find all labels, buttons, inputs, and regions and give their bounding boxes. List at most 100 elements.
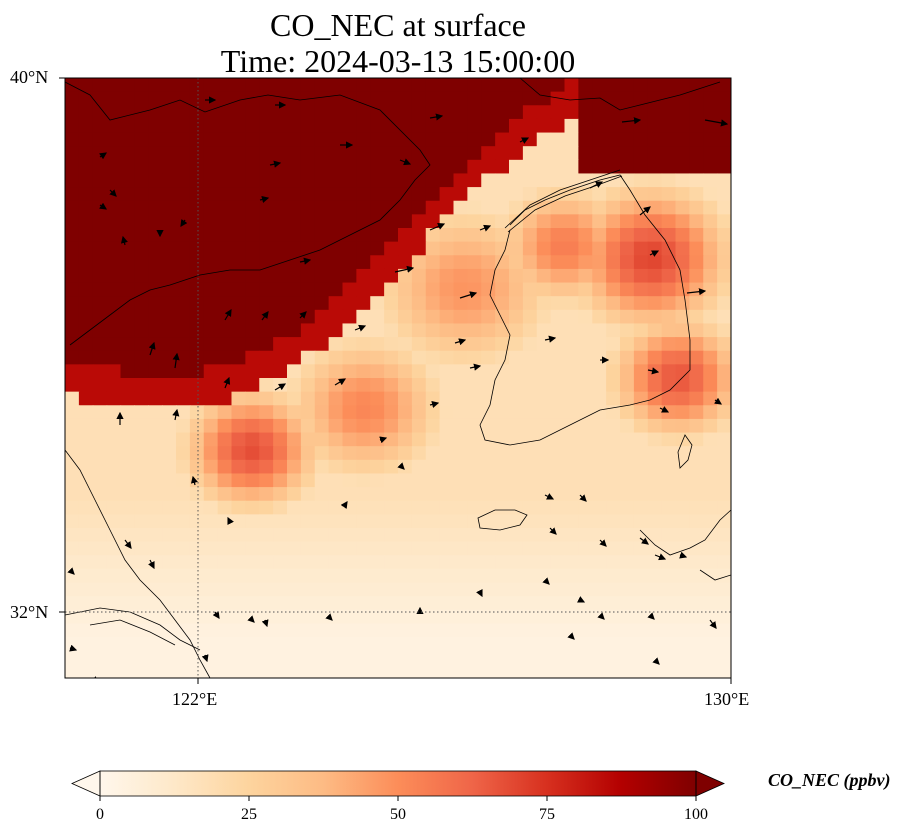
field-cell [439,637,455,652]
field-cell [550,650,566,665]
field-cell [633,609,649,625]
field-cell [411,514,427,529]
field-cell [592,105,607,120]
field-cell [217,146,233,161]
wind-arrow [394,265,415,273]
field-cell [203,173,219,188]
field-cell [522,350,538,365]
field-cell [92,609,108,625]
field-cell [481,91,496,106]
field-cell [536,296,552,311]
yangtze-estuary [65,607,201,651]
field-cell [481,514,496,529]
field-cell [425,268,441,284]
field-cell [675,487,690,502]
colorbar-tick-0: 0 [96,806,104,823]
field-cell [717,623,731,638]
field-cell [120,268,135,284]
field-cell [606,78,621,93]
field-cell [550,146,566,161]
field-cell [522,596,538,611]
field-cell [287,173,302,188]
field-cell [287,568,302,584]
field-cell [509,268,524,284]
field-cell [536,228,552,243]
field-cell [287,446,302,461]
field-cell [633,255,649,270]
field-cell [370,473,385,488]
field-cell [578,296,593,311]
field-cell [564,214,579,229]
field-cell [661,296,677,311]
wind-arrow [340,501,348,509]
field-cell [703,528,718,543]
field-cell [134,391,149,406]
field-cell [411,159,427,175]
field-cell [398,309,413,325]
field-cell [356,623,371,638]
field-cell [162,596,177,611]
field-cell [134,432,149,447]
field-cell [620,473,635,488]
field-cell [134,555,149,570]
field-cell [481,173,496,188]
field-cell [273,405,288,420]
field-cell [384,446,399,461]
field-cell [92,309,108,325]
wind-arrow [654,553,667,561]
field-cell [148,582,163,597]
field-cell [689,555,704,570]
field-cell [328,105,344,120]
field-cell [439,214,455,229]
field-cell [384,364,399,379]
field-cell [689,323,704,338]
field-cell [203,391,219,406]
field-cell [342,146,357,161]
field-cell [314,296,330,311]
field-cell [550,623,566,638]
field-cell [106,391,122,406]
field-cell [259,432,274,447]
field-cell [370,582,385,597]
field-cell [522,364,538,379]
field-cell [189,473,205,488]
field-cell [509,296,524,311]
field-cell [176,282,191,297]
field-cell [370,105,385,120]
field-cell [620,637,635,652]
field-cell [481,623,496,638]
field-cell [384,459,399,475]
field-cell [328,337,344,352]
field-cell [592,568,607,584]
field-cell [78,487,94,502]
field-cell [78,337,94,352]
field-cell [189,282,205,297]
field-cell [273,500,288,515]
field-cell [522,555,538,570]
field-cell [120,432,135,447]
field-cell [592,596,607,611]
field-cell [564,582,579,597]
field-cell [620,459,635,475]
colorbar-tick-50: 50 [390,806,406,823]
field-cell [536,405,552,420]
field-cell [217,391,233,406]
field-cell [564,241,579,256]
field-cell [217,459,233,475]
field-cell [453,132,468,147]
field-cell [536,350,552,365]
field-cell [259,159,274,175]
field-cell [217,664,233,678]
field-cell [106,446,122,461]
field-cell [495,91,510,106]
field-cell [620,487,635,502]
field-cell [106,105,122,120]
field-cell [606,432,621,447]
co-concentration-field [65,78,731,678]
field-cell [647,91,663,106]
field-cell [134,282,149,297]
field-cell [453,432,468,447]
field-cell [65,623,80,638]
field-cell [647,159,663,175]
field-cell [439,146,455,161]
